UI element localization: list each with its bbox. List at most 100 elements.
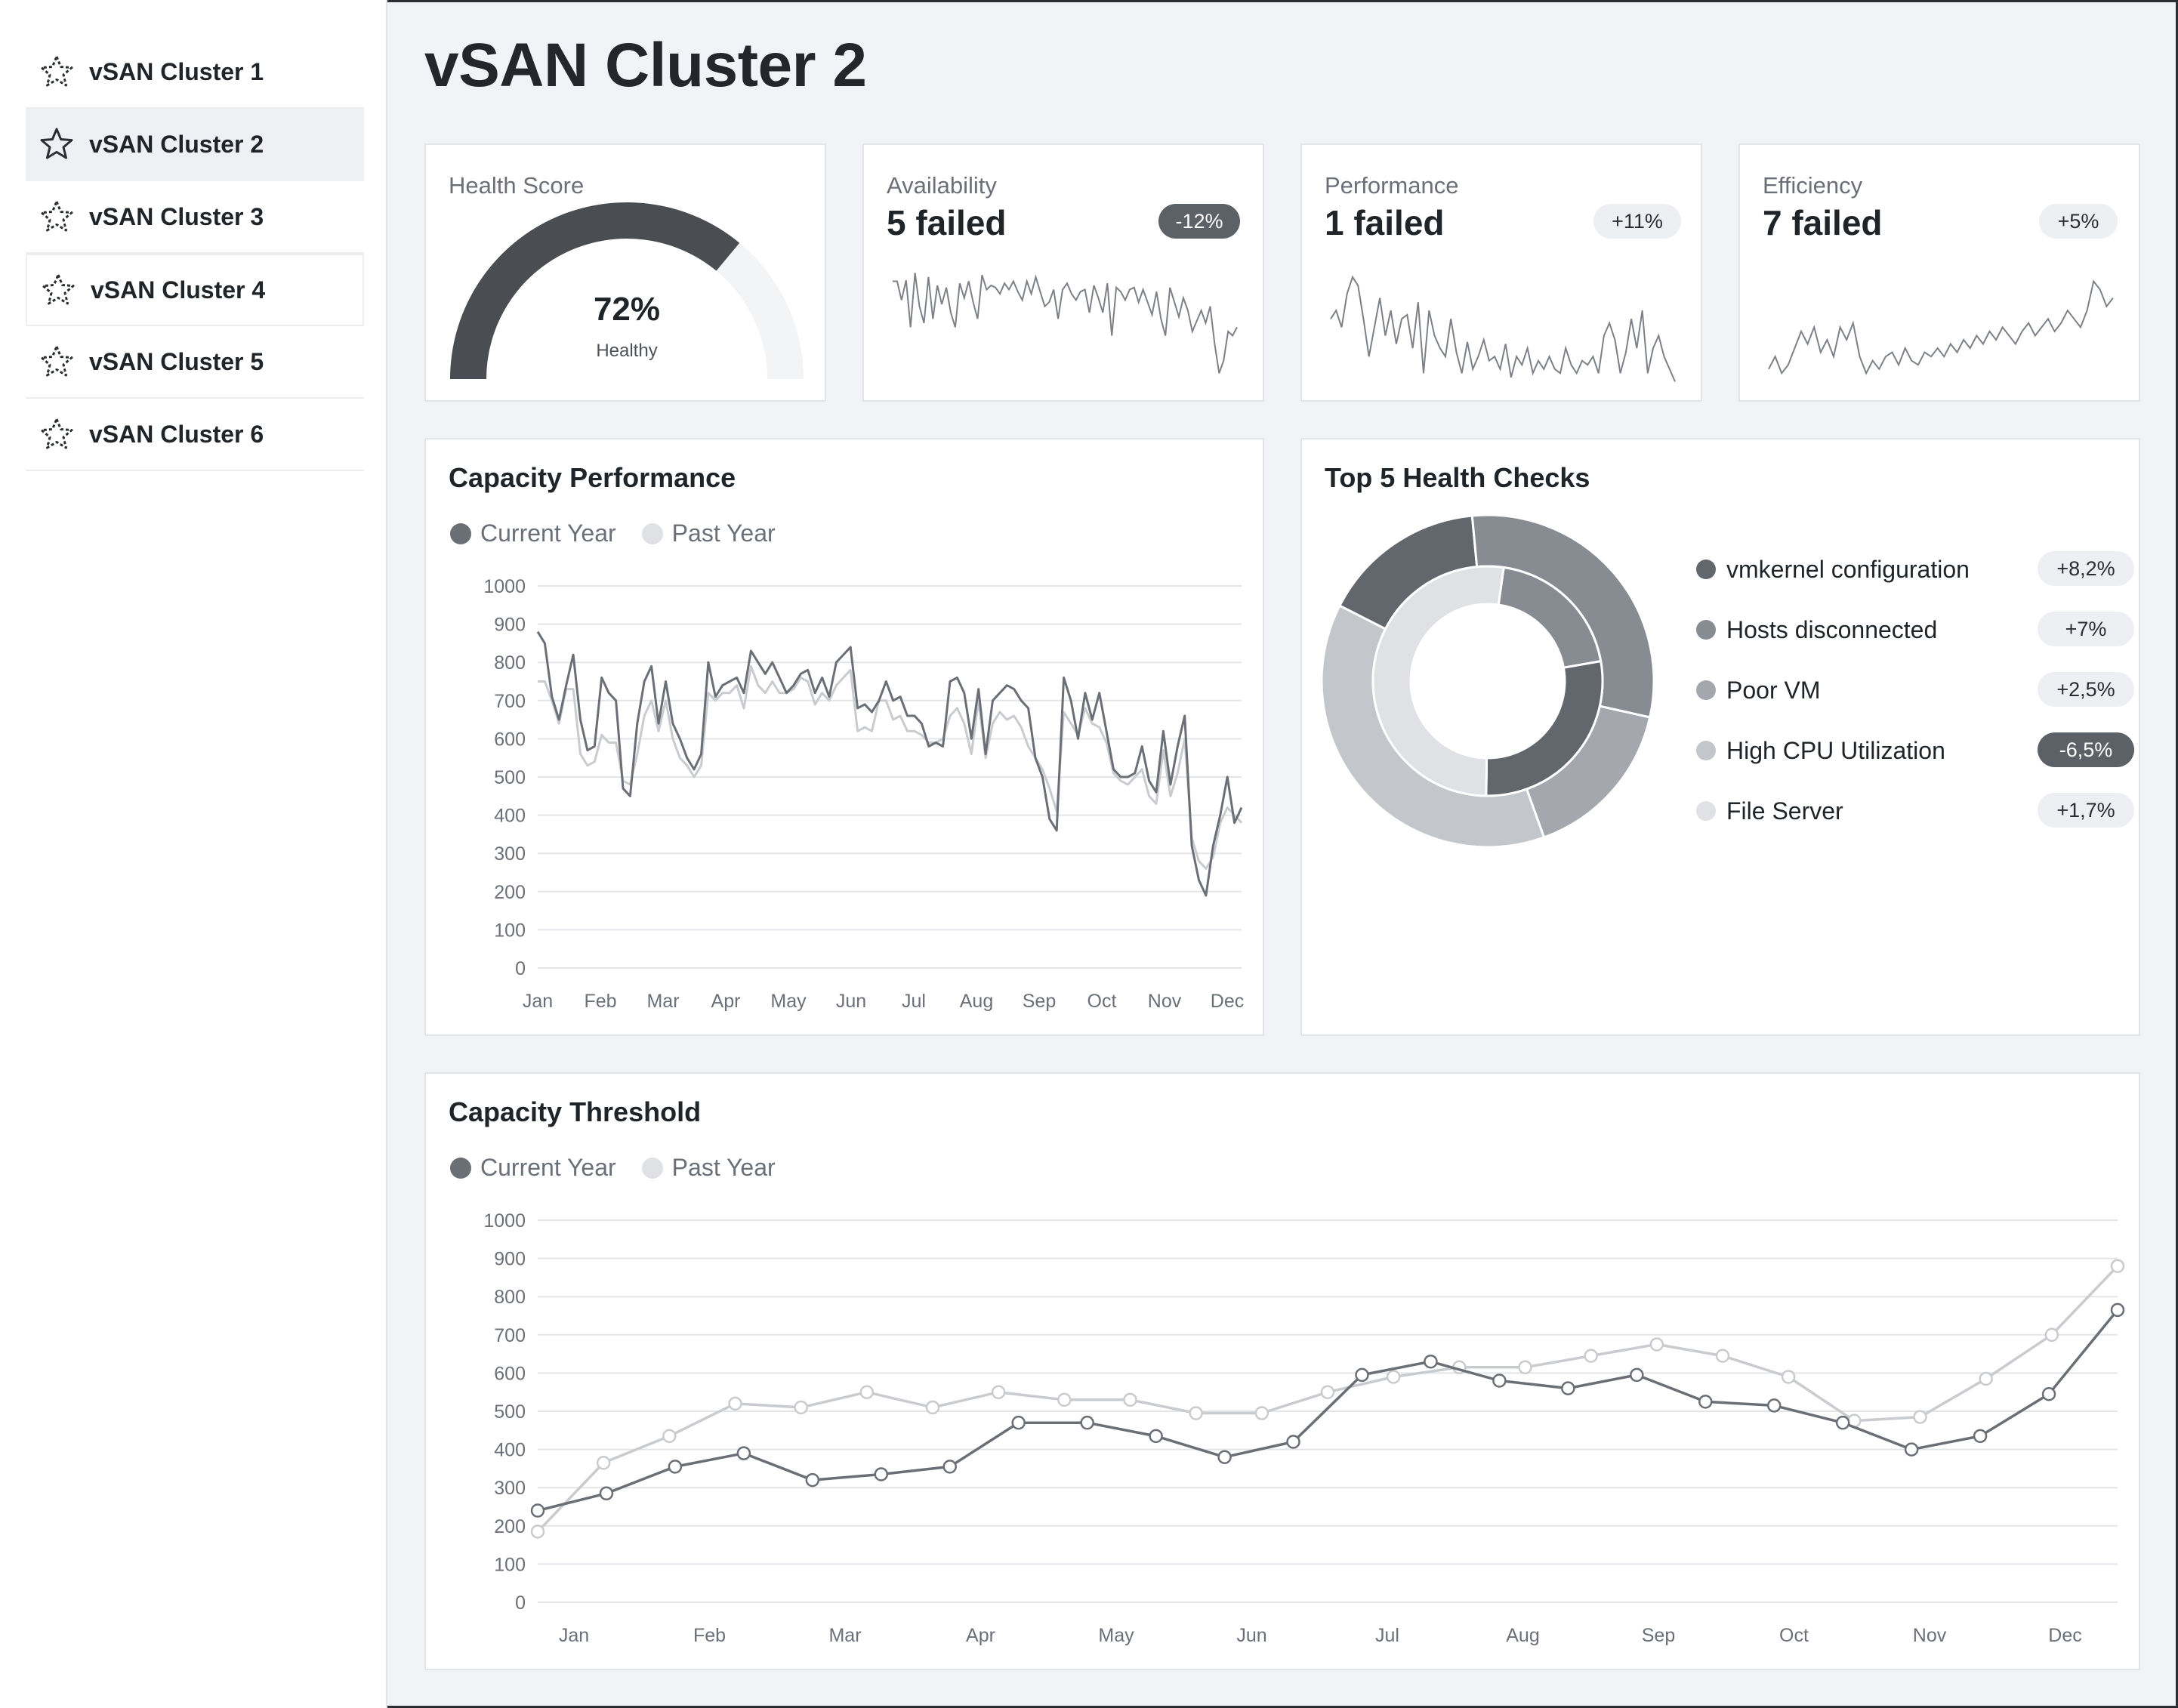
data-point [1973, 1429, 1988, 1444]
efficiency-sparkline [1768, 279, 2114, 375]
sidebar-item-cluster-1[interactable]: vSAN Cluster 1 [26, 36, 364, 109]
x-tick-label: Apr [966, 1625, 995, 1646]
data-point [1149, 1429, 1163, 1444]
y-tick-label: 400 [494, 1440, 526, 1461]
sidebar-item-cluster-3[interactable]: vSAN Cluster 3 [26, 181, 364, 254]
health-check-change-badge: -6,5% [2038, 732, 2134, 767]
star-icon [39, 127, 74, 162]
data-point [991, 1385, 1006, 1399]
health-check-change-badge: +2,5% [2038, 672, 2134, 707]
data-point [1286, 1435, 1300, 1449]
data-point [1904, 1442, 1919, 1457]
data-point [1217, 1450, 1232, 1464]
x-tick-label: Feb [693, 1625, 726, 1646]
sidebar-item-cluster-2[interactable]: vSAN Cluster 2 [26, 109, 364, 181]
y-tick-label: 300 [494, 1478, 526, 1499]
data-point [1355, 1367, 1369, 1383]
gauge-fill [450, 202, 740, 380]
capacity-performance-card: Capacity Performance Current Year Past Y… [424, 438, 1264, 1036]
data-point [1424, 1354, 1438, 1369]
y-tick-label: 500 [494, 767, 526, 788]
x-tick-label: Sep [1642, 1625, 1675, 1646]
data-point [1781, 1370, 1796, 1384]
performance-label: Performance [1325, 172, 1459, 199]
legend-past-dot [641, 1157, 663, 1179]
data-point [1386, 1370, 1401, 1384]
legend-past-dot [641, 523, 663, 544]
health-check-dot [1696, 620, 1716, 640]
y-tick-label: 900 [494, 1249, 526, 1270]
performance-change-badge: +11% [1593, 204, 1681, 239]
page-title: vSAN Cluster 2 [424, 31, 867, 100]
efficiency-change-badge: +5% [2039, 204, 2118, 239]
y-tick-label: 400 [494, 806, 526, 827]
x-tick-label: Jan [523, 991, 553, 1012]
capacity-performance-chart: 0 100 200 300 400 500 600 700 800 900 1000 Jan Feb Ma… [483, 576, 1244, 1012]
performance-value: 1 failed [1325, 203, 1445, 242]
data-point [596, 1456, 611, 1470]
capacity-performance-title: Capacity Performance [449, 462, 736, 493]
data-point [599, 1486, 614, 1501]
health-check-item: High CPU Utilization -6,5% [1696, 720, 2134, 781]
health-check-name: File Server [1726, 797, 1843, 825]
capacity-threshold-title: Capacity Threshold [449, 1096, 702, 1127]
x-tick-label: Dec [2048, 1625, 2081, 1646]
x-tick-label: May [770, 991, 807, 1012]
x-tick-label: Aug [1506, 1625, 1539, 1646]
capacity-threshold-chart: 0 100 200 300 400 500 600 700 800 900 1000 Jan Feb Ma… [483, 1210, 2125, 1646]
star-dashed-icon [39, 344, 74, 379]
health-check-name: High CPU Utilization [1726, 736, 1945, 764]
x-tick-label: Aug [960, 991, 993, 1012]
health-gauge: 72% Healthy [450, 202, 804, 380]
y-tick-label: 900 [494, 615, 526, 636]
capacity-threshold-legend: Current Year Past Year [450, 1154, 801, 1182]
availability-sparkline [893, 273, 1238, 374]
x-tick-label: Nov [1913, 1625, 1947, 1646]
health-checks-card: Top 5 Health Checks vmkernel configurati… [1300, 438, 2140, 1036]
y-tick-label: 0 [515, 958, 526, 979]
sidebar-item-label: vSAN Cluster 2 [89, 130, 264, 158]
availability-label: Availability [887, 172, 997, 199]
data-point [1189, 1406, 1203, 1420]
y-tick-label: 700 [494, 691, 526, 712]
data-point [1011, 1415, 1026, 1430]
data-point [1057, 1392, 1072, 1407]
sidebar-item-cluster-4[interactable]: vSAN Cluster 4 [26, 254, 364, 326]
data-point [925, 1400, 940, 1415]
performance-card: Performance 1 failed +11% [1300, 143, 1702, 402]
health-checks-title: Top 5 Health Checks [1325, 462, 1590, 493]
x-tick-label: Oct [1087, 991, 1117, 1012]
data-point [668, 1460, 683, 1474]
x-tick-label: Sep [1023, 991, 1056, 1012]
x-tick-label: Jul [902, 991, 926, 1012]
health-check-item: vmkernel configuration +8,2% [1696, 539, 2134, 600]
legend-current-label: Current Year [480, 1154, 616, 1181]
x-tick-label: May [1098, 1625, 1134, 1646]
donut-slice-high-cpu-utilization [1322, 604, 1546, 849]
x-tick-label: Mar [646, 991, 679, 1012]
sidebar-item-cluster-5[interactable]: vSAN Cluster 5 [26, 326, 364, 399]
sidebar-item-cluster-6[interactable]: vSAN Cluster 6 [26, 399, 364, 471]
data-point [859, 1385, 875, 1399]
data-point [2041, 1386, 2056, 1401]
legend-past-label: Past Year [671, 1154, 776, 1181]
x-tick-label: Apr [711, 991, 741, 1012]
health-check-change-badge: +8,2% [2038, 551, 2134, 586]
star-dashed-icon [41, 273, 76, 307]
x-tick-label: Oct [1779, 1625, 1809, 1646]
data-point [794, 1400, 808, 1415]
sidebar-item-label: vSAN Cluster 5 [89, 347, 264, 375]
x-tick-label: Feb [584, 991, 616, 1012]
y-tick-label: 200 [494, 882, 526, 903]
data-point [1584, 1349, 1598, 1363]
y-tick-label: 700 [494, 1325, 526, 1346]
y-tick-label: 100 [494, 1554, 526, 1575]
health-check-change-badge: +7% [2038, 612, 2134, 646]
data-point [2110, 1303, 2125, 1318]
health-checks-donut [1322, 515, 1655, 849]
availability-value: 5 failed [887, 203, 1007, 242]
health-status: Healthy [596, 341, 657, 361]
data-point [1979, 1371, 1993, 1386]
data-point [1492, 1373, 1507, 1388]
series-line-current-year [537, 1309, 2119, 1512]
